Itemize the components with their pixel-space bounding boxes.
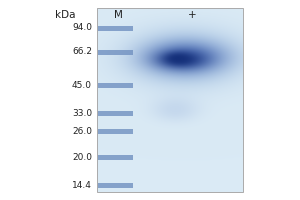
Bar <box>98 25 133 30</box>
Text: 20.0: 20.0 <box>72 152 92 162</box>
Bar <box>97 8 243 192</box>
Text: M: M <box>114 10 122 20</box>
Text: 94.0: 94.0 <box>72 23 92 32</box>
Bar <box>98 129 133 134</box>
Bar <box>98 154 133 160</box>
Bar <box>98 49 133 54</box>
Bar <box>98 182 133 188</box>
Bar <box>98 110 133 116</box>
Bar <box>98 82 133 88</box>
Text: 14.4: 14.4 <box>72 180 92 190</box>
Text: 26.0: 26.0 <box>72 127 92 136</box>
Text: 66.2: 66.2 <box>72 47 92 56</box>
Text: +: + <box>188 10 196 20</box>
Text: 33.0: 33.0 <box>72 108 92 117</box>
Text: kDa: kDa <box>55 10 75 20</box>
Text: 45.0: 45.0 <box>72 80 92 90</box>
